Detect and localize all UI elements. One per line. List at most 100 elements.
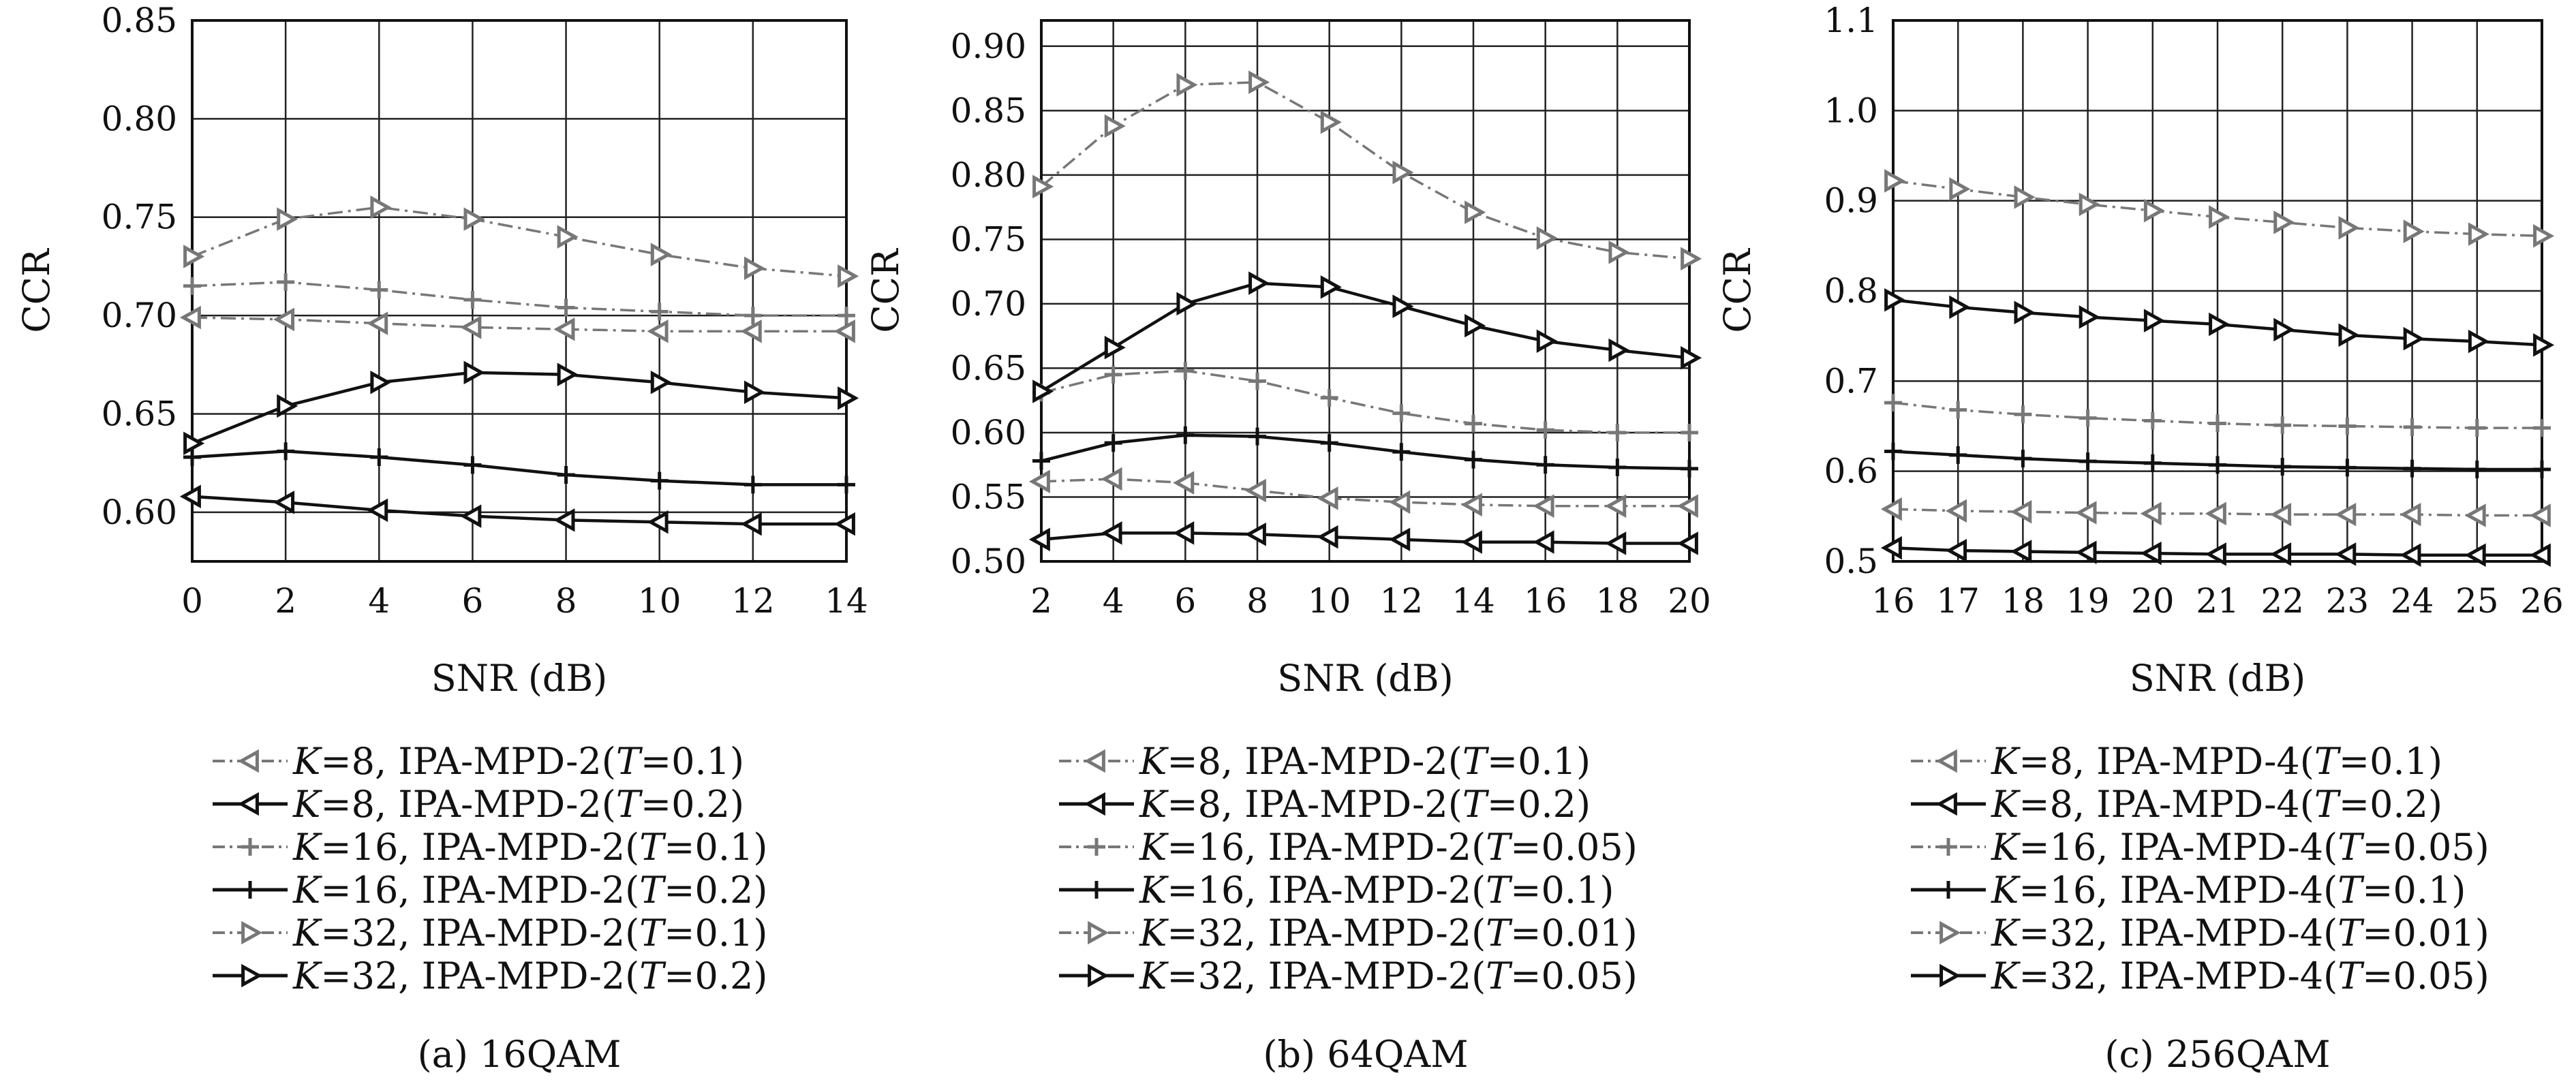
- data-point: [2273, 416, 2292, 435]
- x-tick-label: 2: [1030, 581, 1052, 621]
- legend-label: K=32, IPA-MPD-4(T=0.05): [1991, 955, 2489, 997]
- data-point: [833, 512, 855, 536]
- x-axis-label: SNR (dB): [2130, 657, 2305, 700]
- legend-marker: [1939, 881, 1957, 899]
- legend-label-part: =8, IPA-MPD-4(: [2019, 740, 2314, 783]
- data-point: [1465, 414, 1482, 433]
- data-point: [1317, 525, 1338, 549]
- data-point: [1176, 362, 1195, 380]
- legend-label: K=8, IPA-MPD-4(T=0.2): [1991, 783, 2442, 826]
- legend-label-part: T: [2337, 912, 2365, 955]
- data-point: [1320, 110, 1342, 134]
- data-point: [647, 319, 669, 343]
- data-point: [1317, 486, 1338, 510]
- y-axis-label: CCR: [864, 248, 907, 333]
- data-point: [1608, 458, 1627, 476]
- data-point: [460, 315, 482, 339]
- data-point: [1176, 73, 1198, 97]
- legend-label-part: K: [292, 912, 322, 955]
- legend-label: K=8, IPA-MPD-2(T=0.2): [292, 783, 744, 826]
- data-point: [1605, 531, 1627, 555]
- series-line: [1041, 478, 1689, 508]
- y-tick-label: 0.5: [1824, 542, 1878, 581]
- data-point: [2468, 461, 2486, 479]
- plot-frame: [1892, 19, 2543, 563]
- y-tick-label: 0.50: [951, 542, 1026, 581]
- legend-label-part: =0.01): [1510, 912, 1638, 955]
- y-tick-label: 0.75: [102, 198, 177, 237]
- data-point: [2143, 454, 2162, 472]
- y-tick-label: 0.65: [102, 394, 177, 433]
- data-point: [2273, 317, 2295, 342]
- series-line: [191, 316, 846, 332]
- legend-label-part: T: [1486, 869, 1513, 912]
- x-tick-label: 18: [2002, 581, 2045, 621]
- series-5: [183, 196, 859, 288]
- legend-label-part: =0.2): [1487, 783, 1591, 826]
- data-point: [2533, 224, 2555, 248]
- legend-label-part: T: [639, 826, 666, 869]
- data-point: [740, 512, 762, 536]
- legend-marker: [241, 838, 259, 856]
- data-point: [2468, 329, 2489, 354]
- legend: K=8, IPA-MPD-2(T=0.1)K=8, IPA-MPD-2(T=0.…: [1059, 740, 1638, 997]
- x-tick-label: 10: [1308, 581, 1351, 621]
- x-tick-label: 4: [1103, 581, 1124, 621]
- legend-label-part: =16, IPA-MPD-2(: [320, 826, 639, 869]
- data-point: [1681, 346, 1702, 370]
- legend-marker: [1939, 963, 1961, 988]
- legend-label-part: =0.1): [641, 740, 744, 783]
- legend-label-part: K: [292, 740, 322, 783]
- data-point: [2010, 540, 2032, 563]
- data-point: [647, 510, 669, 534]
- y-tick-label: 0.75: [951, 219, 1026, 259]
- data-point: [1244, 478, 1266, 503]
- legend-label: K=32, IPA-MPD-2(T=0.05): [1139, 955, 1638, 997]
- data-point: [463, 207, 485, 231]
- data-point: [463, 290, 482, 309]
- x-tick-label: 20: [1668, 581, 1711, 621]
- data-point: [463, 456, 482, 474]
- series-line: [191, 281, 846, 317]
- data-point: [2075, 501, 2097, 525]
- legend-label: K=32, IPA-MPD-2(T=0.1): [292, 912, 767, 955]
- data-point: [1465, 313, 1486, 338]
- data-point: [743, 476, 762, 494]
- data-point: [2079, 305, 2100, 329]
- legend-label-part: =0.01): [2362, 912, 2489, 955]
- series-2: [1880, 536, 2551, 567]
- x-tick-label: 25: [2455, 581, 2499, 621]
- y-tick-label: 0.65: [951, 348, 1026, 388]
- x-tick-label: 12: [731, 581, 775, 621]
- series-line: [1041, 531, 1689, 545]
- data-point: [2270, 542, 2292, 566]
- data-point: [1946, 538, 1967, 563]
- series-4: [183, 442, 855, 494]
- legend-label: K=8, IPA-MPD-2(T=0.1): [292, 740, 744, 783]
- legend-label-part: =0.05): [2362, 826, 2489, 869]
- data-point: [2403, 418, 2421, 436]
- data-point: [557, 362, 579, 386]
- data-point: [1244, 523, 1266, 546]
- data-point: [650, 371, 672, 394]
- data-point: [2529, 503, 2551, 527]
- legend-label: K=32, IPA-MPD-2(T=0.2): [292, 955, 767, 997]
- data-point: [1104, 114, 1126, 138]
- data-point: [1032, 379, 1054, 403]
- series-6: [183, 360, 859, 456]
- legend-label: K=16, IPA-MPD-4(T=0.1): [1991, 869, 2466, 912]
- data-point: [463, 360, 485, 385]
- data-point: [1949, 446, 1967, 464]
- data-point: [1392, 443, 1411, 461]
- series-line: [1041, 433, 1690, 471]
- series-6: [1032, 271, 1702, 403]
- data-point: [2338, 417, 2357, 435]
- legend-label-part: K: [1991, 912, 2021, 955]
- data-point: [1608, 338, 1630, 362]
- legend-label-part: K: [292, 955, 322, 997]
- chart-panel-1: 0 2 4 6 8 10 12 14 0.60 0.65 0.70 0.75 0.80 0.85 SNR (…: [15, 1, 868, 1076]
- data-point: [2209, 312, 2230, 337]
- data-point: [179, 305, 201, 330]
- legend-label-part: =8, IPA-MPD-2(: [1167, 740, 1462, 783]
- legend-label-part: K: [1991, 740, 2021, 783]
